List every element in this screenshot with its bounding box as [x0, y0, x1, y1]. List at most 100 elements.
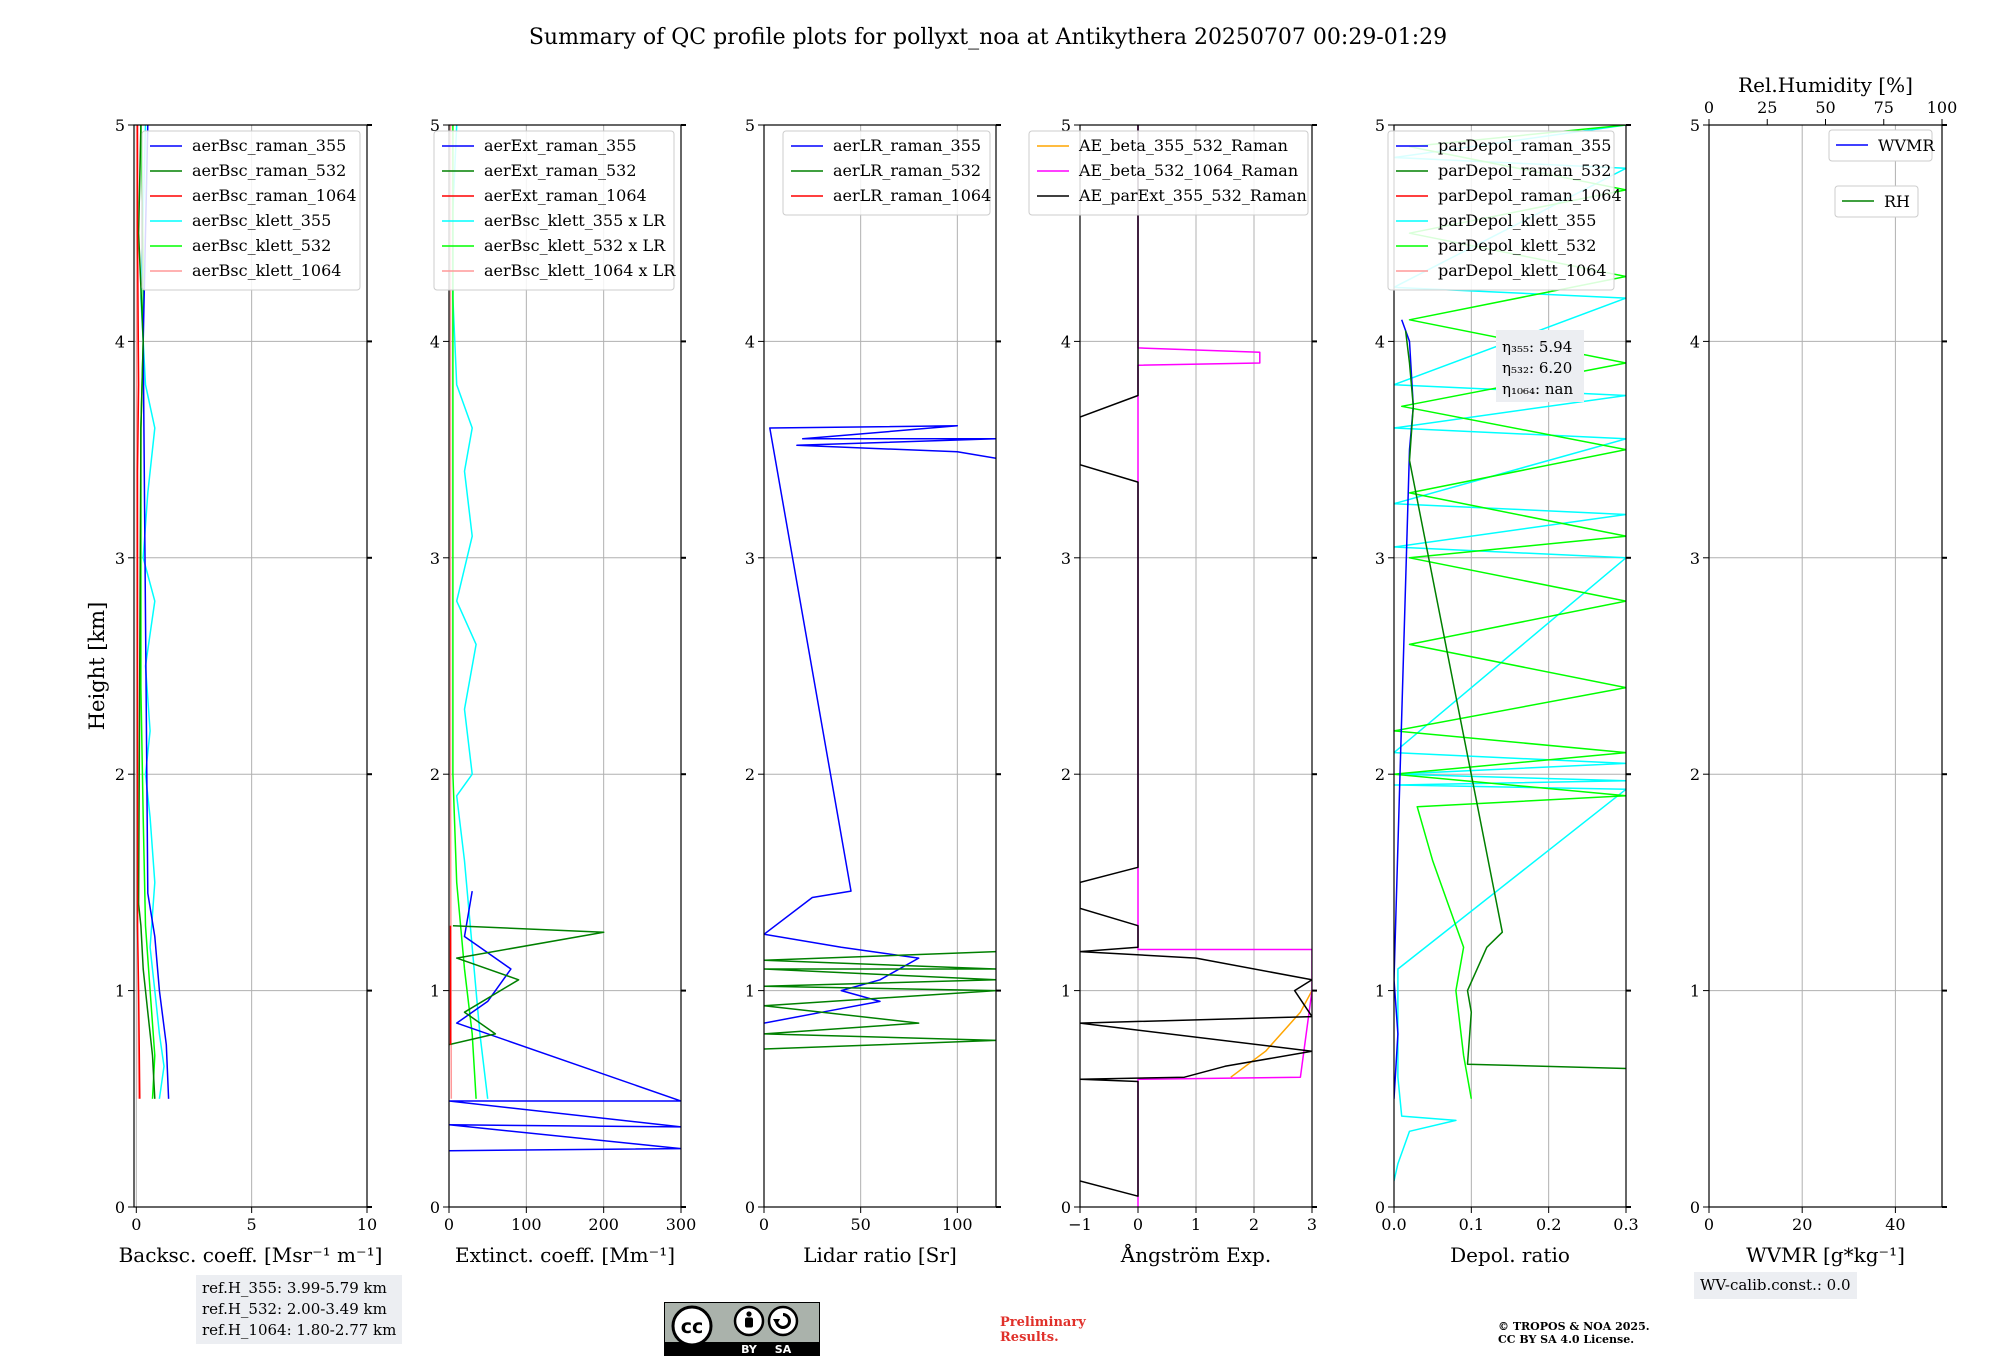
copyright-line-2: CC BY SA 4.0 License. — [1498, 1333, 1635, 1346]
annotation-text: η₁₀₆₄: nan — [1502, 380, 1573, 398]
x-axis-label: WVMR [g*kg⁻¹] — [1746, 1243, 1905, 1267]
legend-label: aerBsc_raman_532 — [192, 161, 346, 180]
wv-calib-const: WV-calib.const.: 0.0 — [1700, 1276, 1851, 1294]
x2-tick-label: 50 — [1815, 98, 1835, 117]
figure-title: Summary of QC profile plots for pollyxt_… — [529, 25, 1447, 50]
series-line-aerBsc_klett_355 — [140, 125, 165, 1099]
legend-label: aerBsc_klett_355 — [192, 211, 331, 230]
x-tick-label: 0.1 — [1459, 1215, 1484, 1234]
axes-frame — [1708, 124, 1943, 1208]
y-tick-label: 4 — [1061, 332, 1071, 351]
x-tick-label: 100 — [942, 1215, 973, 1234]
panel-1: 0 5 10 0 1 2 3 4 5 Backsc. coeff. [Msr⁻¹ m⁻¹] Heig… — [85, 116, 382, 1267]
x-tick-label: 0 — [444, 1215, 454, 1234]
x-axis-label: Ångström Exp. — [1120, 1242, 1271, 1267]
x2-axis-label: Rel.Humidity [%] — [1738, 73, 1913, 97]
y-tick-label: 5 — [1690, 116, 1700, 135]
axes-frame — [763, 124, 997, 1208]
cc-text: cc — [681, 1316, 704, 1338]
x2-tick-label: 100 — [1927, 98, 1958, 117]
x-axis-label: Depol. ratio — [1450, 1243, 1570, 1267]
legend-label: aerLR_raman_1064 — [833, 186, 991, 205]
legend-label: RH — [1884, 192, 1910, 211]
y-tick-label: 3 — [745, 549, 755, 568]
series-line-aerLR_raman_532 — [764, 950, 996, 1050]
x-tick-label: 20 — [1792, 1215, 1812, 1234]
series-group — [764, 425, 996, 1050]
y-tick-label: 0 — [1375, 1198, 1385, 1217]
ref-height-1064: ref.H_1064: 1.80-2.77 km — [202, 1321, 397, 1339]
panel-6: 0 20 40 0 1 2 3 4 5 WVMR [g*kg⁻¹] 0 25 50 75 100 Rel.Hu… — [1690, 73, 1957, 1267]
y-tick-label: 5 — [430, 116, 440, 135]
legend-box — [1828, 129, 1933, 162]
x2-tick-label: 75 — [1874, 98, 1894, 117]
legend-label: aerBsc_raman_355 — [192, 136, 346, 155]
legend-label: aerBsc_raman_1064 — [192, 186, 357, 205]
y-tick-label: 1 — [1375, 982, 1385, 1001]
y-tick-label: 2 — [745, 765, 755, 784]
x-tick-label: 10 — [357, 1215, 377, 1234]
y-tick-label: 5 — [115, 116, 125, 135]
y-tick-label: 2 — [1375, 765, 1385, 784]
series-line-AE_parExt_355_532_Raman — [1080, 125, 1312, 1197]
legend: aerExt_raman_355 aerExt_raman_532 aerExt_r… — [433, 130, 676, 291]
x-tick-label: 1 — [1191, 1215, 1201, 1234]
legend-box — [1028, 130, 1309, 216]
legend-label: parDepol_klett_355 — [1438, 211, 1596, 230]
legend-label: parDepol_raman_355 — [1438, 136, 1611, 155]
series-line-parDepol_raman_532 — [1404, 330, 1626, 1070]
legend-label: aerLR_raman_355 — [833, 136, 981, 155]
series-line-parDepol_klett_355 — [1394, 125, 1626, 1182]
legend-label: parDepol_klett_1064 — [1438, 261, 1607, 280]
legend-label: aerExt_raman_532 — [484, 161, 637, 180]
x-tick-label: 100 — [511, 1215, 542, 1234]
x-tick-label: 0 — [1133, 1215, 1143, 1234]
legend-box — [782, 130, 991, 216]
series-group — [449, 125, 681, 1152]
x-tick-label: −1 — [1068, 1215, 1092, 1234]
y-tick-label: 1 — [430, 982, 440, 1001]
annotation-text: η₃₅₅: 5.94 — [1502, 338, 1572, 356]
x-tick-label: 0.0 — [1381, 1215, 1406, 1234]
axes-frame — [1393, 124, 1627, 1208]
legend-label: aerExt_raman_1064 — [484, 186, 647, 205]
series-line-aerBsc_klett_532 x LR — [452, 125, 477, 1099]
legend-label: parDepol_raman_1064 — [1438, 186, 1622, 205]
y-tick-label: 3 — [1690, 549, 1700, 568]
y-tick-label: 0 — [1690, 1198, 1700, 1217]
series-line-aerBsc_klett_355 x LR — [452, 125, 489, 1099]
legend-wvmr: WVMR — [1828, 129, 1935, 162]
x-tick-label: 0 — [1704, 1215, 1714, 1234]
panel-2: 0 100 200 300 0 1 2 3 4 5 Extinct. coeff. [Mm⁻¹] ae… — [430, 116, 696, 1267]
y-tick-label: 1 — [115, 982, 125, 1001]
x-axis-label: Lidar ratio [Sr] — [803, 1243, 957, 1267]
y-tick-label: 2 — [1690, 765, 1700, 784]
series-line-aerBsc_raman_1064 — [136, 125, 141, 1099]
legend-label: WVMR — [1878, 136, 1935, 155]
legend: AE_beta_355_532_Raman AE_beta_532_1064_Ra… — [1028, 130, 1309, 216]
y-tick-label: 5 — [1375, 116, 1385, 135]
legend-rh: RH — [1834, 185, 1919, 218]
y-tick-label: 4 — [745, 332, 755, 351]
legend: aerLR_raman_355 aerLR_raman_532 aerLR_rama… — [782, 130, 991, 216]
legend-label: aerLR_raman_532 — [833, 161, 981, 180]
ref-height-355: ref.H_355: 3.99-5.79 km — [202, 1279, 387, 1297]
series-line-aerLR_raman_355 — [764, 425, 996, 1024]
y-tick-label: 0 — [1061, 1198, 1071, 1217]
legend-box — [1387, 130, 1615, 291]
series-line-AE_beta_532_1064_Raman — [1137, 125, 1312, 1207]
x-tick-label: 3 — [1307, 1215, 1317, 1234]
x-tick-label: 0.2 — [1536, 1215, 1561, 1234]
y-tick-label: 4 — [1690, 332, 1700, 351]
legend: aerBsc_raman_355 aerBsc_raman_532 aerBsc_r… — [141, 130, 361, 291]
legend-label: aerExt_raman_355 — [484, 136, 637, 155]
series-line-parDepol_raman_355 — [1394, 319, 1415, 1099]
panel-3: 0 50 100 0 1 2 3 4 5 Lidar ratio [Sr] aerLR_raman_… — [745, 116, 1001, 1267]
preliminary-line-1: Preliminary — [1000, 1315, 1086, 1330]
x-tick-label: 5 — [247, 1215, 257, 1234]
y-tick-label: 3 — [1061, 549, 1071, 568]
legend-label: AE_beta_532_1064_Raman — [1078, 161, 1298, 180]
legend-label: aerBsc_klett_532 x LR — [484, 236, 666, 255]
legend-label: AE_parExt_355_532_Raman — [1078, 186, 1307, 205]
